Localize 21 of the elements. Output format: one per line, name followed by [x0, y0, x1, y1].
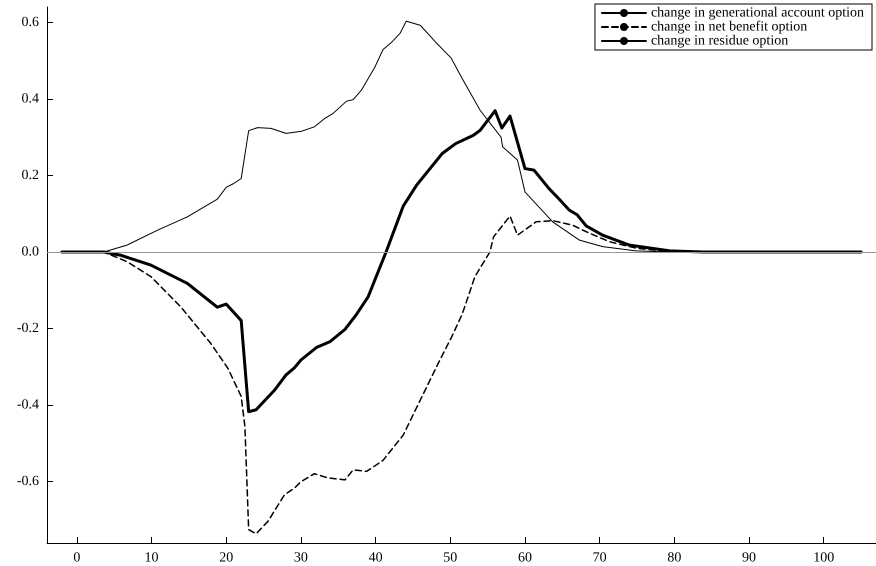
x-tick-label: 0 — [73, 550, 80, 566]
y-tick-label: -0.2 — [16, 321, 39, 336]
legend-label: change in residue option — [650, 34, 788, 48]
x-tick-label: 30 — [294, 550, 308, 566]
legend-label: change in generational account option — [650, 6, 864, 20]
x-tick-label: 50 — [443, 550, 458, 566]
x-tick-label: 10 — [144, 550, 159, 566]
x-tick-label: 70 — [592, 550, 607, 566]
x-tick-label: 90 — [742, 550, 756, 566]
y-tick-label: -0.4 — [16, 398, 39, 413]
y-tick-label: 0.0 — [22, 244, 39, 260]
y-tick-label: 0.2 — [22, 168, 39, 183]
x-tick-label: 80 — [667, 550, 682, 566]
x-tick-label: 20 — [219, 550, 234, 566]
y-tick-label: 0.6 — [22, 14, 39, 30]
x-tick-label: 60 — [518, 550, 532, 566]
x-tick-label: 100 — [813, 550, 834, 566]
x-tick-label: 40 — [368, 550, 383, 566]
y-tick-label: 0.4 — [22, 91, 39, 106]
y-tick-label: -0.6 — [16, 474, 39, 490]
legend-label: change in net benefit option — [650, 20, 808, 34]
